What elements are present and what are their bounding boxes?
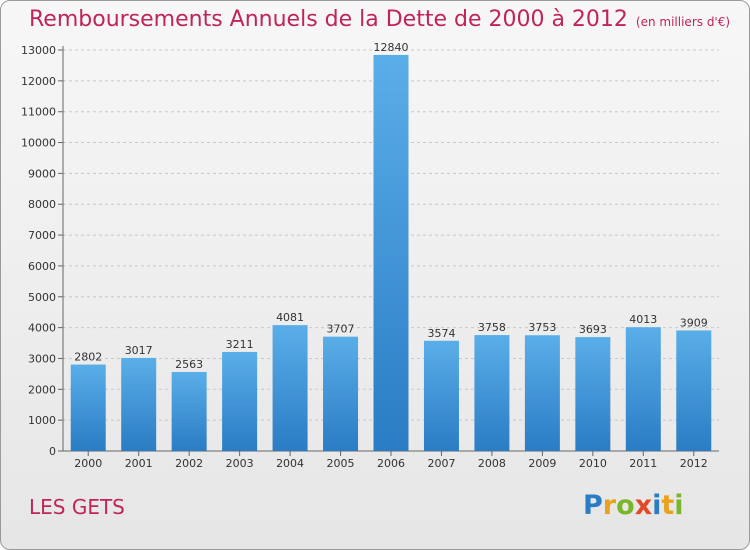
y-tick-label: 1000 xyxy=(28,414,56,427)
bar xyxy=(272,325,308,451)
bar xyxy=(70,364,106,451)
place-name: LES GETS xyxy=(29,495,125,519)
bar xyxy=(323,336,359,451)
bar-value-label: 3909 xyxy=(680,316,708,329)
x-tick-label: 2005 xyxy=(327,457,355,470)
bar xyxy=(222,351,258,451)
bar-value-label: 4013 xyxy=(629,313,657,326)
y-tick-label: 8000 xyxy=(28,198,56,211)
logo-letter: t xyxy=(661,490,675,521)
x-tick-label: 2002 xyxy=(175,457,203,470)
y-tick-label: 2000 xyxy=(28,383,56,396)
bar-value-label: 3574 xyxy=(427,327,455,340)
bar-value-label: 3211 xyxy=(226,338,254,351)
logo-letter: i xyxy=(652,490,662,521)
bar xyxy=(121,357,157,451)
y-tick-label: 5000 xyxy=(28,291,56,304)
bar xyxy=(373,54,409,451)
bar-value-label: 2802 xyxy=(74,351,102,364)
y-tick-label: 12000 xyxy=(21,75,56,88)
y-tick-label: 13000 xyxy=(21,44,56,57)
logo-letter: i xyxy=(674,490,684,521)
y-tick-label: 3000 xyxy=(28,352,56,365)
chart-title: Remboursements Annuels de la Dette de 20… xyxy=(29,7,730,32)
logo-letter: x xyxy=(634,490,653,521)
bar-value-label: 4081 xyxy=(276,311,304,324)
x-tick-label: 2008 xyxy=(478,457,506,470)
bar xyxy=(524,335,560,451)
x-tick-label: 2012 xyxy=(680,457,708,470)
bar-value-label: 12840 xyxy=(374,41,409,54)
y-tick-label: 9000 xyxy=(28,167,56,180)
bar xyxy=(676,330,712,451)
logo-letter: o xyxy=(616,490,635,521)
x-tick-label: 2007 xyxy=(427,457,455,470)
bar xyxy=(575,337,611,451)
bar-value-label: 2563 xyxy=(175,358,203,371)
x-tick-label: 2006 xyxy=(377,457,405,470)
y-tick-label: 4000 xyxy=(28,322,56,335)
bar-value-label: 3753 xyxy=(528,321,556,334)
labels: 2802 3017 2563 3211 4081 3707 12840 3574 3758 375… xyxy=(74,41,708,371)
bar xyxy=(171,371,207,451)
x-tick-label: 2011 xyxy=(629,457,657,470)
x-tick-label: 2010 xyxy=(579,457,607,470)
chart-title-text: Remboursements Annuels de la Dette de 20… xyxy=(29,7,628,32)
x-tick-label: 2004 xyxy=(276,457,304,470)
x-tick-label: 2000 xyxy=(74,457,102,470)
proxiti-logo: Proxiti xyxy=(583,490,684,521)
y-tick-label: 6000 xyxy=(28,260,56,273)
bar xyxy=(625,327,661,451)
bar xyxy=(474,335,510,451)
bar-value-label: 3017 xyxy=(125,344,153,357)
logo-letter: r xyxy=(602,490,617,521)
x-tick-label: 2009 xyxy=(528,457,556,470)
bars xyxy=(70,54,712,451)
y-tick-label: 10000 xyxy=(21,137,56,150)
bar-value-label: 3693 xyxy=(579,323,607,336)
x-tick-label: 2003 xyxy=(226,457,254,470)
bar-value-label: 3758 xyxy=(478,321,506,334)
chart-subtitle: (en milliers d'€) xyxy=(635,15,731,29)
logo-letter: P xyxy=(583,490,603,521)
y-tick-label: 7000 xyxy=(28,229,56,242)
y-tick-label: 0 xyxy=(49,445,56,458)
y-tick-label: 11000 xyxy=(21,106,56,119)
bar-value-label: 3707 xyxy=(327,323,355,336)
bar xyxy=(423,340,459,451)
x-tick-label: 2001 xyxy=(125,457,153,470)
